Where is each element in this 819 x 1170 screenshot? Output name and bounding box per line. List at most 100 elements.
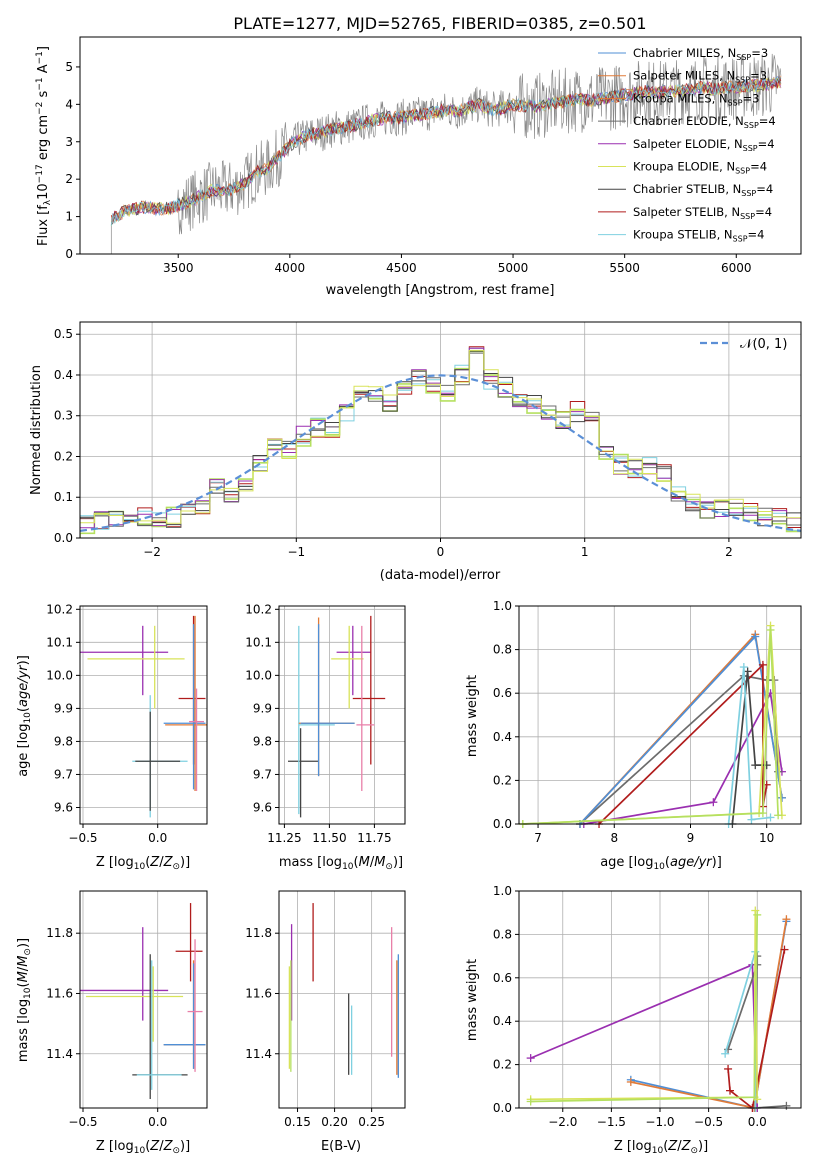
p6-frame [79,890,208,1109]
p3-ytick-label: 9.7 [54,767,73,781]
p4-xtick-label: 11.75 [357,831,391,845]
legend-subscript: SSP [735,76,750,85]
legend-suffix: =4 [756,182,773,196]
spectrum-legend: Chabrier MILES, NSSP=3 Salpeter MILES, NS… [598,46,776,244]
weight-age-line-4 [598,662,768,825]
p5-frame [518,605,802,825]
residual-histogram-5 [80,352,801,538]
p8-xtick-label: −0.5 [694,1115,723,1129]
weight-z-line-0 [530,963,759,1109]
p5-xtick-label: 8 [610,831,618,845]
legend-subscript: SSP [740,212,755,221]
p5-xlabel: age [log10(age/yr)] [600,855,722,872]
p8-xlabel: Z [log10(Z/Z⊙)] [614,1139,708,1156]
residual-histogram-6 [80,349,801,538]
weight-age-line-6 [727,666,771,825]
age-vs-mass-panel: 11.25 11.50 11.75 9.6 9.7 9.8 9.9 10.0 10.1 10.2 [245,602,406,845]
legend-suffix: =4 [755,205,772,219]
legend-subscript: SSP [743,144,758,153]
legend-label-5: Kroupa ELODIE, NSSP=4 [633,160,767,176]
p4-ytick-label: 10.0 [245,668,272,682]
gaussian-curve [80,374,801,532]
p7-ytick-label: 11.8 [245,926,272,940]
legend-suffix: =4 [750,160,767,174]
p5-ytick-label: 1.0 [493,599,512,613]
legend-suffix: =3 [750,69,767,83]
residual-ytick-label: 0.2 [54,449,73,463]
p4-ytick-label: 9.6 [253,800,272,814]
p3-ytick-label: 10.2 [46,602,73,616]
p4-ytick-label: 10.1 [245,635,272,649]
spectrum-plot-area [110,53,782,254]
weight-z-line-7 [530,914,759,1103]
residual-xtick-label: −1 [287,545,305,559]
legend-subscript: SSP [733,235,748,244]
legend-suffix: =3 [743,91,760,105]
p3-ytick-label: 9.9 [54,701,73,715]
weight-z-line-6 [530,910,759,1101]
p8-frame [518,890,802,1109]
legend-label-8: Kroupa STELIB, NSSP=4 [633,228,764,244]
p3-ytick-label: 10.1 [46,635,73,649]
spectrum-frame [79,36,802,255]
spectrum-xtick-label: 3500 [163,261,194,275]
p3-ytick-label: 9.8 [54,734,73,748]
p7-ytick-label: 11.4 [245,1047,272,1061]
residual-plot-area [80,346,801,538]
p7-xtick-label: 0.15 [284,1115,311,1129]
p3-xtick-label: −0.5 [68,831,97,845]
p5-ytick-label: 0.8 [493,643,512,657]
p8-ytick-label: 1.0 [493,884,512,898]
weight-age-line-5 [731,671,767,825]
residual-panel: −2 −1 0 1 2 0.0 0.1 0.2 0.3 0.4 0.5 𝒩(0, 1) [54,321,802,559]
residual-xtick-label: 2 [725,545,733,559]
spectrum-ytick-label: 1 [65,210,73,224]
p4-frame [278,605,406,825]
p8-ytick-label: 0.0 [493,1101,512,1115]
age-vs-metallicity-panel: −0.5 0.0 9.6 9.7 9.8 9.9 10.0 10.1 10.2 [46,602,208,845]
p4-xlabel: mass [log10(M/M⊙)] [279,855,403,872]
p3-frame [79,605,208,825]
p3-ylabel: age [log10(age/yr)] [16,655,33,777]
spectrum-xlabel: wavelength [Angstrom, rest frame] [326,283,555,298]
spectrum-ytick-label: 0 [65,247,73,261]
weight-z-line-4 [727,949,786,1110]
weight-vs-metallicity-panel: −2.0 −1.5 −1.0 −0.5 0.0 0.0 0.2 0.4 0.6 0.8 1.0 [493,884,802,1129]
spectrum-xtick-label: 4000 [275,261,306,275]
legend-label-1: Salpeter MILES, NSSP=3 [633,69,767,85]
legend-label-3: Chabrier ELODIE, NSSP=4 [633,114,776,130]
weight-vs-age-panel: 7 8 9 10 0.0 0.2 0.4 0.6 0.8 1.0 [493,599,802,845]
p8-xtick-label: −2.0 [548,1115,577,1129]
p8-ytick-label: 0.4 [493,1014,512,1028]
spectrum-panel: Chabrier MILES, NSSP=3 Salpeter MILES, NS… [65,36,802,275]
spectrum-xtick-label: 5500 [609,261,640,275]
p5-xtick-label: 7 [534,831,542,845]
spectrum-ytick-label: 4 [65,97,73,111]
p6-xtick-label: −0.5 [68,1115,97,1129]
p8-ytick-label: 0.6 [493,971,512,985]
mass-vs-ebv-panel: 0.15 0.20 0.25 11.4 11.6 11.8 [245,890,406,1129]
legend-subscript: SSP [728,98,743,107]
p6-ylabel: mass [log10(M/M⊙)] [16,938,33,1062]
p6-ytick-label: 11.4 [46,1047,73,1061]
gaussian-legend-label: 𝒩(0, 1) [740,337,787,352]
p5-ylabel: mass weight [465,675,480,757]
p4-xtick-label: 11.50 [312,831,346,845]
p3-xlabel: Z [log10(Z/Z⊙)] [96,855,190,872]
legend-label-4: Salpeter ELODIE, NSSP=4 [633,137,775,153]
legend-suffix: =3 [751,46,768,60]
legend-label-0: Chabrier MILES, NSSP=3 [633,46,768,62]
spectrum-ytick-label: 2 [65,172,73,186]
residual-ytick-label: 0.0 [54,531,73,545]
p6-ytick-label: 11.8 [46,926,73,940]
spectrum-ytick-label: 5 [65,60,73,74]
observed-spectrum-line [110,53,782,254]
weight-age-line-8 [522,629,779,825]
p3-xtick-label: 0.0 [148,831,167,845]
figure-title: PLATE=1277, MJD=52765, FIBERID=0385, z=0… [233,14,646,33]
p7-frame [278,890,406,1109]
residual-ytick-label: 0.1 [54,490,73,504]
residual-ytick-label: 0.5 [54,327,73,341]
p6-xtick-label: 0.0 [148,1115,167,1129]
